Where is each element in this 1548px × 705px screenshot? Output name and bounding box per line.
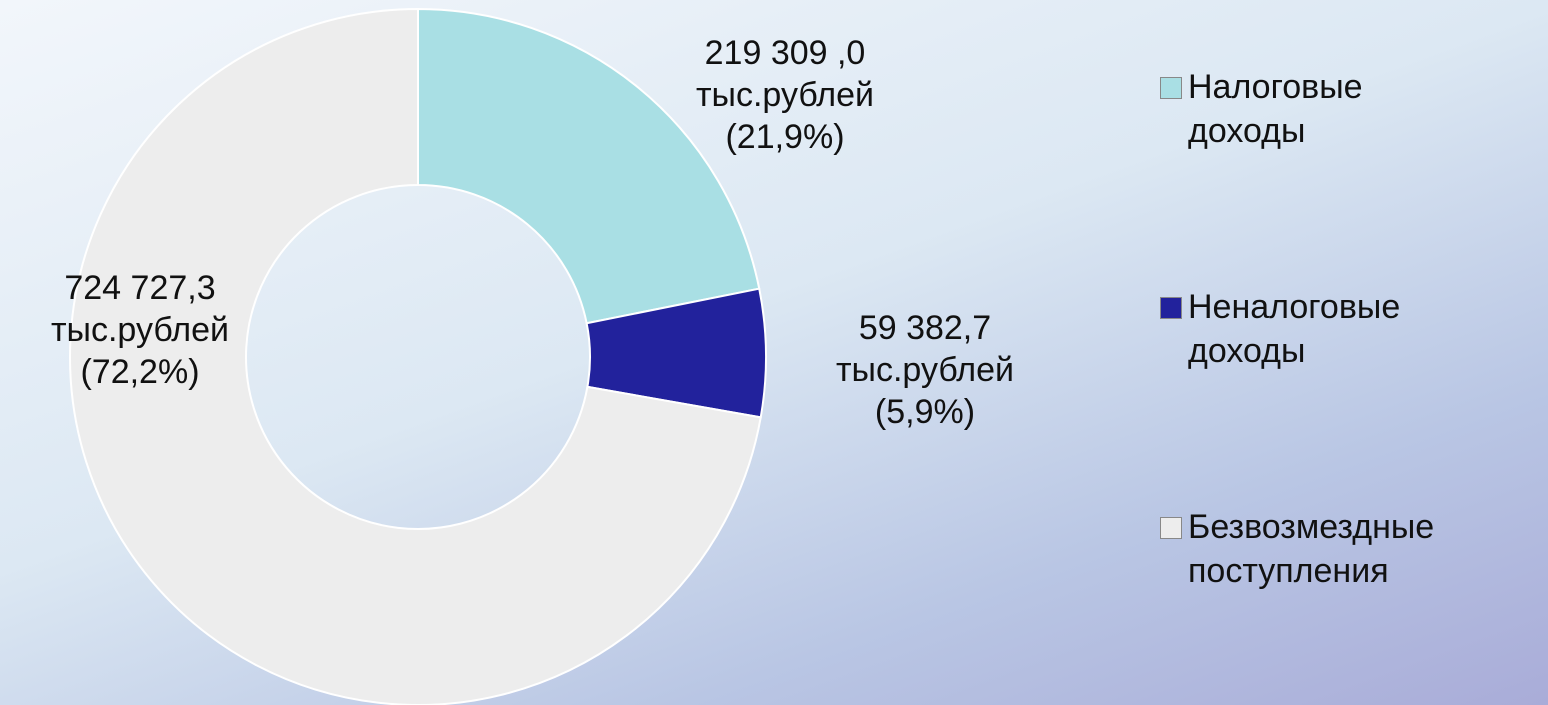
data-label: 219 309 ,0 тыс.рублей (21,9%) [695,34,875,156]
legend-label: Налоговые доходы [1188,68,1363,150]
donut-slice [417,7,761,325]
donut-slice [69,7,762,705]
legend-entry: Неналоговые доходы [1160,285,1540,373]
legend-entry: Безвозмездные поступления [1160,505,1540,593]
data-label: 59 382,7 тыс.рублей (5,9%) [835,309,1015,431]
data-label: 724 727,3 тыс.рублей (72,2%) [50,269,230,391]
legend-swatch [1160,517,1182,539]
legend-swatch [1160,77,1182,99]
legend-swatch [1160,297,1182,319]
legend-entry: Налоговые доходы [1160,65,1540,153]
legend-label: Безвозмездные поступления [1188,508,1435,590]
legend-label: Неналоговые доходы [1188,288,1401,370]
